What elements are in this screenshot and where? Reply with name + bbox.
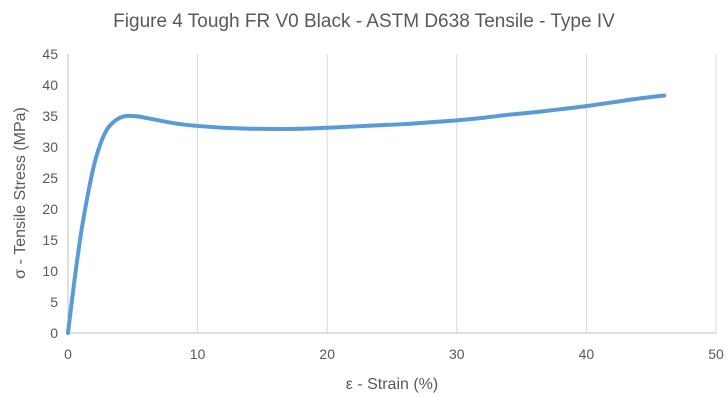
x-tick-label-1: 10	[190, 346, 206, 362]
y-tick-label-4: 20	[42, 201, 58, 217]
chart-title: Figure 4 Tough FR V0 Black - ASTM D638 T…	[113, 11, 615, 32]
y-tick-label-9: 45	[42, 46, 58, 62]
x-tick-label-5: 50	[708, 346, 724, 362]
x-tick-label-3: 30	[449, 346, 465, 362]
y-tick-labels: 0 5 10 15 20 25 30 35 40 45	[42, 46, 58, 341]
x-tick-label-4: 40	[579, 346, 595, 362]
axes	[67, 54, 716, 334]
y-tick-label-3: 15	[42, 232, 58, 248]
series-line-0	[66, 93, 667, 335]
x-tick-label-2: 20	[319, 346, 335, 362]
y-tick-label-8: 40	[42, 77, 58, 93]
series-group	[66, 93, 667, 335]
x-axis-label: ε - Strain (%)	[346, 376, 438, 393]
y-tick-label-7: 35	[42, 108, 58, 124]
x-tick-labels: 0 10 20 30 40 50	[64, 346, 724, 362]
y-tick-label-0: 0	[50, 325, 58, 341]
y-tick-label-1: 5	[50, 294, 58, 310]
y-axis-label: σ - Tensile Stress (MPa)	[12, 107, 29, 279]
y-tick-label-6: 30	[42, 139, 58, 155]
x-tick-label-0: 0	[64, 346, 72, 362]
y-tick-label-2: 10	[42, 263, 58, 279]
y-tick-label-5: 25	[42, 170, 58, 186]
grid-lines	[197, 54, 717, 333]
